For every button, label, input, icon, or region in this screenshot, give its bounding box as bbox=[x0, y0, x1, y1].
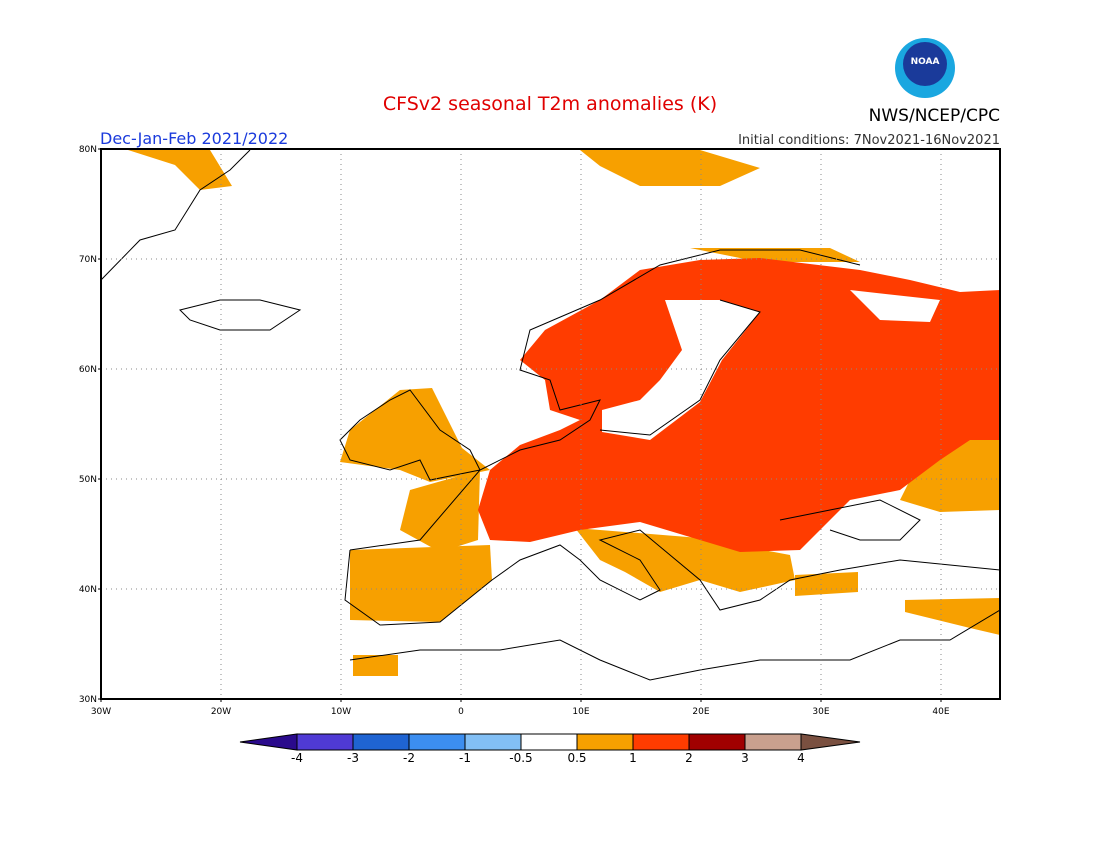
colorbar-box bbox=[296, 733, 354, 751]
colorbar-label: -0.5 bbox=[509, 751, 532, 765]
lon-label: 20W bbox=[211, 707, 231, 717]
colorbar-box bbox=[464, 733, 522, 751]
colorbar-arrow bbox=[800, 733, 861, 751]
colorbar-box bbox=[744, 733, 802, 751]
anomaly-orange bbox=[128, 150, 1000, 676]
anomaly-red bbox=[478, 258, 1000, 552]
lon-label: 40E bbox=[932, 707, 949, 717]
colorbar-label: -4 bbox=[291, 751, 303, 765]
map-frame bbox=[100, 148, 1001, 700]
graticule bbox=[101, 149, 1000, 699]
colorbar-label: 0.5 bbox=[567, 751, 586, 765]
lat-label: 50N bbox=[79, 475, 97, 485]
agency: NWS/NCEP/CPC bbox=[869, 106, 1000, 126]
colorbar-label: 3 bbox=[741, 751, 749, 765]
colorbar-label: 2 bbox=[685, 751, 693, 765]
map bbox=[100, 148, 1001, 700]
lon-label: 30W bbox=[91, 707, 111, 717]
lon-label: 30E bbox=[812, 707, 829, 717]
lat-label: 60N bbox=[79, 365, 97, 375]
colorbar-label: 4 bbox=[797, 751, 805, 765]
colorbar-box bbox=[352, 733, 410, 751]
initial-conditions: Initial conditions: 7Nov2021-16Nov2021 bbox=[738, 133, 1000, 148]
colorbar-arrow bbox=[239, 733, 298, 751]
lat-label: 70N bbox=[79, 255, 97, 265]
colorbar-label: -1 bbox=[459, 751, 471, 765]
lon-label: 0 bbox=[458, 707, 464, 717]
colorbar-box bbox=[408, 733, 466, 751]
lat-label: 80N bbox=[79, 145, 97, 155]
colorbar-label: -2 bbox=[403, 751, 415, 765]
title: CFSv2 seasonal T2m anomalies (K) bbox=[383, 93, 717, 115]
lat-label: 30N bbox=[79, 695, 97, 705]
logo-inner bbox=[903, 42, 947, 86]
period: Dec-Jan-Feb 2021/2022 bbox=[100, 129, 288, 148]
colorbar-box bbox=[576, 733, 634, 751]
coastline bbox=[101, 149, 1000, 681]
lon-label: 10W bbox=[331, 707, 351, 717]
north-white bbox=[850, 290, 940, 322]
colorbar-label: -3 bbox=[347, 751, 359, 765]
colorbar-box bbox=[688, 733, 746, 751]
baltic-white bbox=[602, 300, 760, 440]
lat-label: 40N bbox=[79, 585, 97, 595]
colorbar: -4 -3 -2 -1 -0.5 0.5 1 2 3 4 bbox=[239, 733, 861, 765]
colorbar-label: 1 bbox=[629, 751, 637, 765]
colorbar-box bbox=[632, 733, 690, 751]
colorbar-box bbox=[520, 733, 578, 751]
logo-text: NOAA bbox=[911, 57, 940, 67]
lon-label: 20E bbox=[692, 707, 709, 717]
lon-label: 10E bbox=[572, 707, 589, 717]
